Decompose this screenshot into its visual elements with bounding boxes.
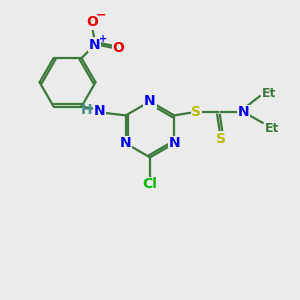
Text: N: N — [120, 136, 132, 150]
Text: S: S — [216, 132, 226, 146]
Text: O: O — [86, 15, 98, 29]
Text: Cl: Cl — [142, 177, 158, 191]
Text: Et: Et — [265, 122, 279, 135]
Text: −: − — [96, 8, 106, 21]
Text: N: N — [144, 94, 156, 108]
Text: S: S — [191, 106, 201, 119]
Text: N: N — [168, 136, 180, 150]
Text: N: N — [93, 104, 105, 118]
Text: N: N — [238, 106, 249, 119]
Text: H: H — [81, 103, 93, 117]
Text: N: N — [89, 38, 100, 52]
Text: +: + — [99, 34, 107, 44]
Text: O: O — [112, 41, 124, 55]
Text: Et: Et — [262, 87, 276, 100]
